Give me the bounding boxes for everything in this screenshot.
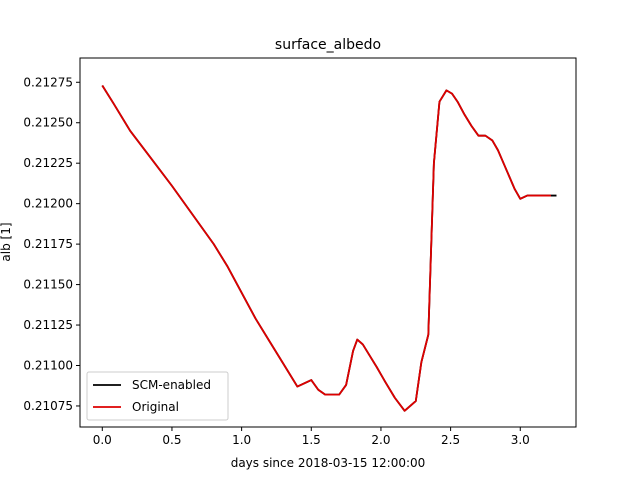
y-tick-label: 0.21150 [23, 278, 73, 292]
y-axis-label: alb [1] [0, 222, 13, 261]
legend-box [86, 371, 229, 421]
chart-title: surface_albedo [275, 37, 381, 53]
x-axis-label: days since 2018-03-15 12:00:00 [231, 456, 426, 470]
x-tick-label: 1.5 [302, 433, 321, 447]
y-tick-label: 0.21225 [23, 156, 73, 170]
y-tick-label: 0.21200 [23, 197, 73, 211]
x-axis: 0.0 0.5 1.0 1.5 2.0 2.5 3.0 [93, 427, 530, 447]
x-tick-label: 0.0 [93, 433, 112, 447]
plot-area [101, 85, 557, 412]
legend: SCM-enabled Original [86, 371, 229, 421]
x-tick-label: 1.0 [232, 433, 251, 447]
legend-label-scm-enabled: SCM-enabled [132, 378, 211, 392]
series-line-original [101, 85, 551, 412]
y-tick-label: 0.21175 [23, 237, 73, 251]
y-axis: 0.21075 0.21100 0.21125 0.21150 0.21175 0.212… [23, 75, 80, 413]
y-tick-label: 0.21250 [23, 116, 73, 130]
x-tick-label: 2.0 [371, 433, 390, 447]
x-tick-label: 2.5 [441, 433, 460, 447]
y-tick-label: 0.21125 [23, 318, 73, 332]
legend-label-original: Original [132, 400, 179, 414]
plot-frame [79, 57, 577, 428]
x-tick-label: 0.5 [162, 433, 181, 447]
x-tick-label: 3.0 [511, 433, 530, 447]
y-tick-label: 0.21275 [23, 75, 73, 89]
y-tick-label: 0.21100 [23, 359, 73, 373]
y-tick-label: 0.21075 [23, 399, 73, 413]
